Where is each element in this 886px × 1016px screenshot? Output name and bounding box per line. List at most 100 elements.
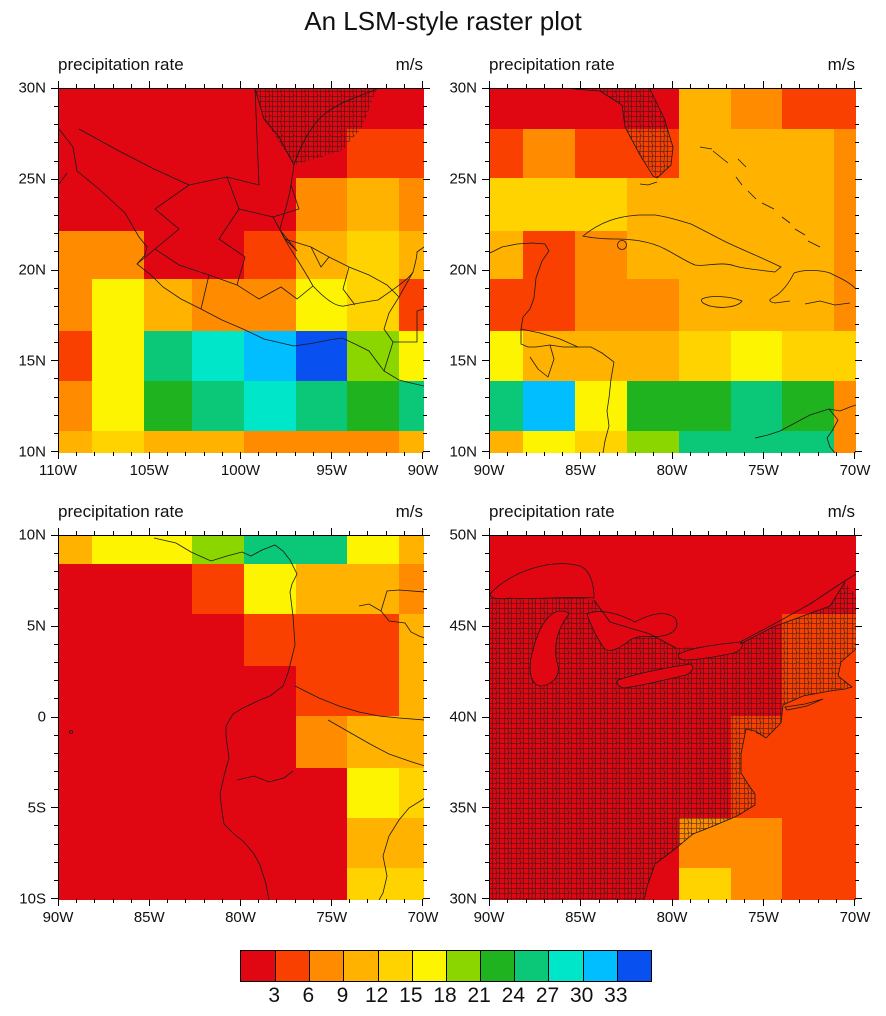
- minor-tick-left: [54, 553, 58, 554]
- minor-tick-top: [76, 531, 77, 535]
- minor-tick-right: [423, 571, 427, 572]
- minor-tick-bot: [131, 899, 132, 903]
- minor-tick-top: [204, 84, 205, 88]
- minor-tick-top: [744, 84, 745, 88]
- raster-cell: [627, 614, 679, 666]
- major-tick-left: [482, 179, 489, 181]
- raster-cell: [523, 818, 575, 868]
- raster-cell: [834, 536, 856, 564]
- major-tick-bot: [763, 452, 765, 459]
- panel-subtitle-left: precipitation rate: [489, 55, 615, 74]
- major-tick-left: [482, 898, 489, 900]
- minor-tick-right: [423, 553, 427, 554]
- major-tick-right: [855, 898, 862, 900]
- minor-tick-top: [818, 531, 819, 535]
- raster-cell: [627, 536, 679, 564]
- raster-cell: [575, 431, 627, 453]
- raster-cell: [192, 536, 244, 564]
- minor-tick-bot: [526, 452, 527, 456]
- raster-cell: [244, 564, 296, 614]
- minor-tick-top: [562, 84, 563, 88]
- x-tick-label: 80W: [656, 909, 688, 926]
- raster-cell: [92, 564, 144, 614]
- major-tick-left: [482, 717, 489, 719]
- raster-cell: [782, 381, 834, 431]
- minor-tick-right: [423, 680, 427, 681]
- raster-cell: [192, 231, 244, 279]
- raster-cell: [834, 279, 856, 331]
- minor-tick-bot: [167, 899, 168, 903]
- raster-cell: [59, 431, 92, 453]
- minor-tick-bot: [258, 452, 259, 456]
- major-tick-bot: [854, 899, 856, 906]
- y-tick-label: 25N: [18, 170, 46, 188]
- minor-tick-bot: [544, 452, 545, 456]
- raster-cell: [92, 431, 144, 453]
- major-tick-left: [51, 270, 58, 272]
- raster-cell: [347, 331, 399, 381]
- major-tick-top: [58, 528, 60, 535]
- major-tick-top: [489, 81, 491, 88]
- raster-cell: [679, 331, 731, 381]
- major-tick-left: [482, 270, 489, 272]
- minor-tick-bot: [744, 452, 745, 456]
- x-tick-label: 70W: [407, 909, 439, 926]
- minor-tick-right: [423, 608, 427, 609]
- colorbar-tick-label: 12: [364, 984, 389, 1007]
- raster-cell: [575, 279, 627, 331]
- raster-cell: [192, 381, 244, 431]
- raster-cell: [192, 331, 244, 381]
- raster-cell: [834, 381, 856, 431]
- raster-cell: [59, 536, 92, 564]
- minor-tick-left: [54, 215, 58, 216]
- minor-tick-bot: [507, 899, 508, 903]
- minor-tick-bot: [690, 452, 691, 456]
- minor-tick-left: [54, 698, 58, 699]
- raster-cell: [192, 768, 244, 818]
- major-tick-right: [855, 360, 862, 362]
- minor-tick-right: [855, 161, 859, 162]
- minor-tick-top: [708, 84, 709, 88]
- colorbar-tick-label: 33: [604, 984, 628, 1007]
- minor-tick-right: [855, 825, 859, 826]
- raster-cell: [92, 536, 144, 564]
- raster-cell: [347, 279, 399, 331]
- x-tick-label: 90W: [42, 909, 74, 926]
- raster-cell: [627, 89, 679, 129]
- minor-tick-top: [726, 531, 727, 535]
- minor-tick-bot: [726, 899, 727, 903]
- colorbar-box: [445, 951, 481, 981]
- minor-tick-right: [855, 378, 859, 379]
- major-tick-left: [51, 360, 58, 362]
- raster-cell: [144, 129, 192, 178]
- raster-cell: [59, 89, 92, 129]
- minor-tick-left: [54, 324, 58, 325]
- x-tick-label: 70W: [839, 462, 871, 479]
- y-tick-label: 20N: [449, 261, 477, 279]
- major-tick-top: [331, 81, 333, 88]
- x-tick-label: 90W: [473, 462, 505, 479]
- major-tick-right: [855, 179, 862, 181]
- minor-tick-bot: [204, 899, 205, 903]
- minor-tick-bot: [295, 452, 296, 456]
- minor-tick-left: [485, 161, 489, 162]
- minor-tick-top: [836, 531, 837, 535]
- minor-tick-right: [423, 233, 427, 234]
- raster-cell: [144, 231, 192, 279]
- minor-tick-left: [54, 378, 58, 379]
- raster-cell: [192, 89, 244, 129]
- minor-tick-right: [423, 789, 427, 790]
- raster-cell: [731, 231, 782, 279]
- raster-cell: [575, 129, 627, 178]
- raster-cell: [144, 331, 192, 381]
- raster-cell: [144, 431, 192, 453]
- raster-grid: [490, 536, 856, 900]
- raster-cell: [59, 381, 92, 431]
- y-tick-label: 35N: [449, 799, 477, 817]
- major-tick-left: [482, 807, 489, 809]
- raster-cell: [144, 768, 192, 818]
- y-tick-label: 30N: [18, 79, 46, 97]
- raster-cell: [244, 331, 296, 381]
- major-tick-right: [423, 898, 430, 900]
- minor-tick-top: [94, 531, 95, 535]
